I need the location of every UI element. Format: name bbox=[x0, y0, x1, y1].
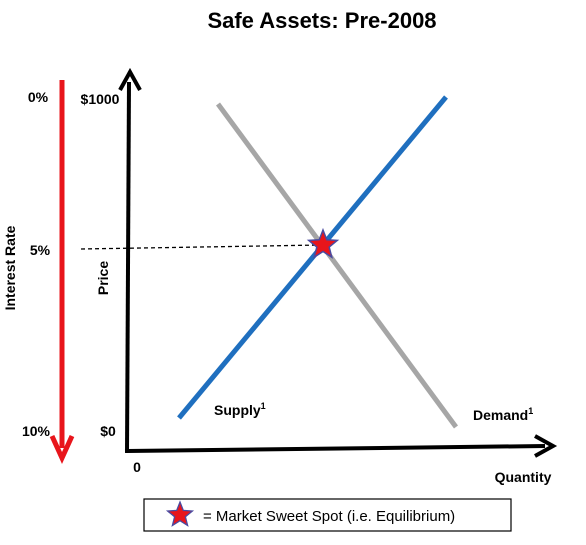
diagram-title: Safe Assets: Pre-2008 bbox=[207, 8, 436, 33]
interest-tick-5: 5% bbox=[30, 242, 51, 258]
demand-curve bbox=[215, 102, 459, 429]
interest-rate-arrow bbox=[49, 80, 75, 465]
x-axis bbox=[124, 434, 558, 458]
interest-rate-label: Interest Rate bbox=[2, 225, 18, 310]
legend: = Market Sweet Spot (i.e. Equilibrium) bbox=[143, 498, 512, 532]
equilibrium-star-icon bbox=[306, 227, 340, 259]
price-tick-0: $0 bbox=[100, 423, 116, 439]
legend-box bbox=[143, 498, 512, 532]
legend-star-icon bbox=[165, 500, 195, 527]
y-axis bbox=[118, 67, 142, 453]
interest-tick-10: 10% bbox=[22, 423, 51, 439]
supply-label: Supply1 bbox=[214, 401, 266, 418]
price-tick-1000: $1000 bbox=[81, 91, 120, 107]
supply-curve bbox=[177, 95, 448, 420]
interest-tick-0: 0% bbox=[28, 89, 49, 105]
origin-label: 0 bbox=[133, 459, 141, 475]
quantity-axis-label: Quantity bbox=[495, 469, 552, 485]
legend-text: = Market Sweet Spot (i.e. Equilibrium) bbox=[203, 508, 455, 525]
equilibrium-guide-line bbox=[80, 244, 323, 250]
demand-label: Demand1 bbox=[473, 406, 533, 423]
price-axis-label: Price bbox=[95, 261, 111, 295]
